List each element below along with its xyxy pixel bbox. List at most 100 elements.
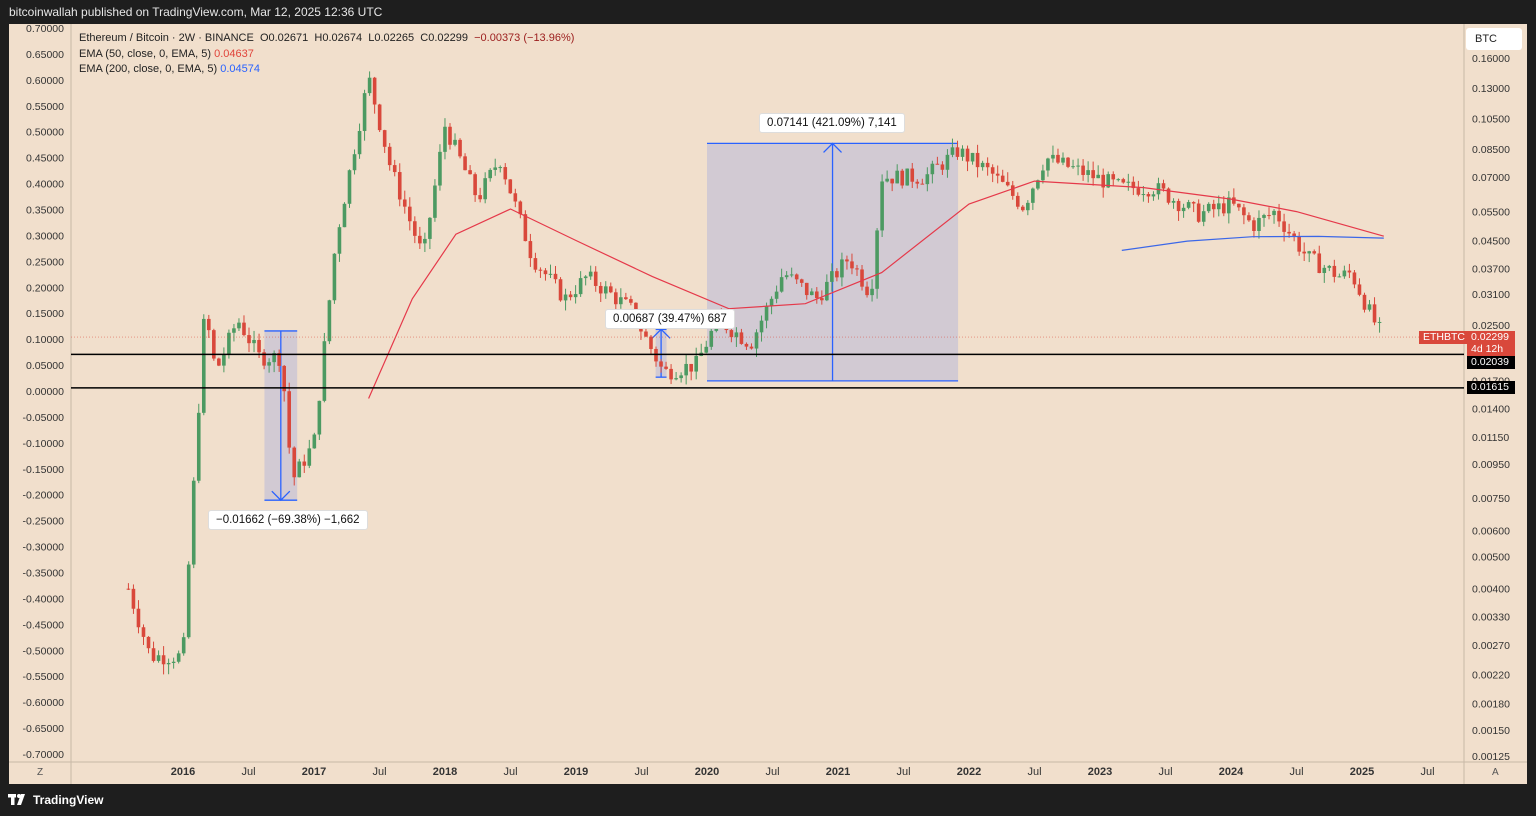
level1-tag: 0.02039 — [1467, 356, 1515, 369]
currency-button[interactable]: BTC — [1466, 28, 1522, 50]
candle-body — [935, 163, 940, 165]
candle-body — [1216, 203, 1221, 210]
candle-body — [870, 288, 874, 296]
candle-body — [759, 320, 764, 333]
candle-body — [543, 270, 548, 275]
candle-body — [890, 178, 894, 184]
left-axis-tick-label: -0.15000 — [23, 464, 65, 476]
publisher-text: bitcoinwallah published on TradingView.c… — [9, 5, 383, 19]
candle-body — [1211, 203, 1216, 210]
candle-body — [1041, 170, 1045, 181]
time-axis-tick-label: 2016 — [171, 766, 195, 778]
candle-body — [1116, 179, 1121, 181]
candle-body — [438, 151, 442, 186]
level2-tag: 0.01615 — [1467, 381, 1515, 394]
candle-body — [503, 167, 508, 180]
candle-body — [282, 365, 286, 392]
candle-body — [483, 178, 487, 200]
candle-body — [493, 167, 498, 170]
right-axis-tick-label: 0.02500 — [1472, 320, 1510, 332]
candle-body — [478, 195, 482, 200]
candle-body — [845, 259, 849, 262]
candle-body — [1307, 251, 1312, 254]
candle-body — [453, 139, 457, 145]
candle-body — [664, 366, 668, 369]
candle-body — [207, 318, 211, 331]
candle-body — [905, 168, 910, 186]
time-axis-tick-label: 2018 — [433, 766, 457, 778]
candle-body — [654, 348, 658, 362]
candle-body — [1252, 220, 1256, 231]
time-axis-tick-label: 2021 — [826, 766, 850, 778]
right-axis-tick-label: 0.04500 — [1472, 235, 1510, 247]
candle-body — [990, 167, 995, 174]
right-axis-tick-label: 0.00750 — [1472, 493, 1510, 505]
candle-body — [1136, 188, 1141, 195]
left-axis-tick-label: 0.60000 — [26, 75, 64, 87]
tradingview-logo[interactable]: TradingView — [8, 793, 103, 807]
candle-body — [1282, 221, 1286, 232]
left-axis-tick-label: -0.50000 — [23, 645, 65, 657]
candle-body — [830, 271, 834, 282]
candle-body — [1111, 174, 1116, 180]
candle-body — [1161, 183, 1166, 189]
left-axis-tick-label: 0.10000 — [26, 334, 64, 346]
candle-body — [970, 152, 975, 162]
candle-body — [814, 291, 819, 299]
candle-body — [679, 375, 683, 379]
candle-body — [468, 170, 472, 175]
auto-scale-toggle[interactable]: A — [1492, 767, 1499, 778]
candle-body — [332, 253, 337, 301]
ema200-value: 0.04574 — [220, 63, 260, 75]
candle-body — [1352, 272, 1357, 285]
candle-body — [1247, 215, 1251, 221]
candle-body — [186, 564, 191, 638]
log-scale-toggle[interactable]: Z — [37, 767, 44, 778]
legend-ema200-row[interactable]: EMA (200, close, 0, EMA, 5) 0.04574 — [79, 62, 574, 78]
time-axis-tick-label: Jul — [896, 766, 910, 778]
candle-body — [764, 306, 769, 321]
candle-body — [528, 241, 533, 259]
last-price-tag: 0.02299 — [1467, 331, 1515, 344]
left-axis-tick-label: 0.50000 — [26, 127, 64, 139]
left-axis-tick-label: -0.30000 — [23, 542, 65, 554]
measure-small-rise-arrow-head — [651, 328, 671, 339]
left-axis-tick-label: -0.40000 — [23, 593, 65, 605]
candle-body — [598, 285, 603, 294]
right-axis-tick-label: 0.00220 — [1472, 670, 1510, 682]
candle-body — [222, 354, 226, 366]
left-axis-tick-label: 0.15000 — [26, 308, 64, 320]
left-axis-tick-label: 0.00000 — [26, 386, 64, 398]
legend-high: H0.02674 — [314, 32, 363, 44]
candle-body — [297, 461, 302, 478]
candle-body — [1257, 217, 1261, 231]
legend-open: O0.02671 — [259, 32, 309, 44]
candle-body — [518, 201, 523, 215]
right-axis-tick-label: 0.00330 — [1472, 611, 1510, 623]
candle-body — [1372, 304, 1377, 323]
time-axis-tick-label: Jul — [634, 766, 648, 778]
candle-body — [784, 275, 789, 278]
candle-body — [1262, 215, 1266, 218]
legend-symbol: Ethereum / Bitcoin · 2W · BINANCE — [79, 32, 254, 44]
left-axis-tick-label: -0.45000 — [23, 619, 65, 631]
candle-body — [1181, 207, 1186, 212]
candle-body — [578, 278, 583, 295]
candle-body — [965, 148, 970, 162]
time-axis-tick-label: 2025 — [1350, 766, 1374, 778]
chart-frame[interactable] — [9, 24, 1527, 784]
candle-body — [825, 281, 829, 301]
candle-body — [1131, 181, 1136, 189]
time-axis-tick-label: Jul — [765, 766, 779, 778]
right-axis-tick-label: 0.00600 — [1472, 525, 1510, 537]
candle-body — [548, 273, 553, 275]
candle-body — [985, 162, 990, 168]
candle-body — [131, 588, 136, 609]
ema50-label: EMA (50, close, 0, EMA, 5) — [79, 47, 212, 60]
candle-body — [744, 343, 749, 347]
candle-body — [1272, 210, 1276, 216]
candle-body — [709, 330, 714, 347]
candle-body — [473, 174, 477, 196]
legend-ema50-row[interactable]: EMA (50, close, 0, EMA, 5) 0.04637 — [79, 47, 574, 63]
